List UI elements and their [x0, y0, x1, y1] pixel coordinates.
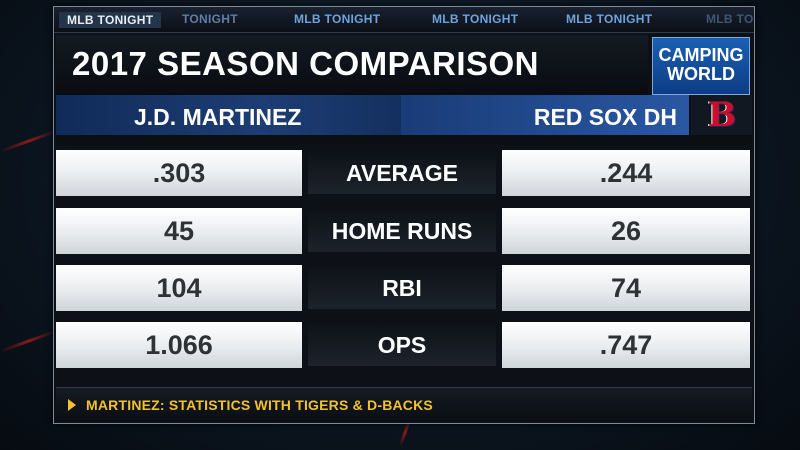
team-name-bar: RED SOX DH	[401, 95, 689, 135]
stat-label: AVERAGE	[308, 152, 496, 194]
stat-graphic-panel: MLB TONIGHT TONIGHT MLB TONIGHT MLB TONI…	[53, 6, 755, 424]
comparison-stat-value: 26	[502, 208, 750, 254]
ticker-bar: MLB TONIGHT TONIGHT MLB TONIGHT MLB TONI…	[54, 7, 754, 33]
ticker-item: TONIGHT	[182, 12, 238, 26]
ticker-item: MLB TONIGHT	[59, 12, 162, 28]
comparison-label: RED SOX DH	[533, 104, 677, 130]
ticker-item: MLB TONIGHT	[432, 12, 519, 26]
player-stat-value: .303	[56, 150, 302, 196]
stat-label: HOME RUNS	[308, 210, 496, 252]
stat-row-ops: 1.066 OPS .747	[56, 322, 752, 368]
team-logo-box: B	[691, 95, 752, 135]
stat-row-home-runs: 45 HOME RUNS 26	[56, 208, 752, 254]
sponsor-logo: CAMPING WORLD	[652, 37, 750, 95]
play-arrow-icon	[68, 399, 76, 411]
title-bar: 2017 SEASON COMPARISON	[56, 35, 648, 95]
player-name: J.D. MARTINEZ	[134, 104, 302, 130]
page-title: 2017 SEASON COMPARISON	[72, 45, 540, 82]
stat-row-average: .303 AVERAGE .244	[56, 150, 752, 196]
stat-row-rbi: 104 RBI 74	[56, 265, 752, 311]
player-stat-value: 104	[56, 265, 302, 311]
comparison-stat-value: .747	[502, 322, 750, 368]
ticker-item: MLB TO	[706, 12, 754, 26]
divider	[56, 135, 752, 143]
player-name-bar: J.D. MARTINEZ	[56, 95, 401, 135]
footer-note-bar: MARTINEZ: STATISTICS WITH TIGERS & D-BAC…	[56, 387, 752, 422]
player-stat-value: 45	[56, 208, 302, 254]
ticker-item: MLB TONIGHT	[294, 12, 381, 26]
player-stat-value: 1.066	[56, 322, 302, 368]
sponsor-line-1: CAMPING	[658, 45, 744, 65]
footer-note: MARTINEZ: STATISTICS WITH TIGERS & D-BAC…	[86, 397, 433, 413]
comparison-stat-value: 74	[502, 265, 750, 311]
stat-label: OPS	[308, 324, 496, 366]
background-streak	[0, 129, 57, 153]
sponsor-line-2: WORLD	[667, 64, 735, 84]
comparison-stat-value: .244	[502, 150, 750, 196]
red-sox-logo-icon: B	[707, 95, 737, 135]
background-streak	[0, 329, 57, 353]
ticker-item: MLB TONIGHT	[566, 12, 653, 26]
stat-label: RBI	[308, 267, 496, 309]
